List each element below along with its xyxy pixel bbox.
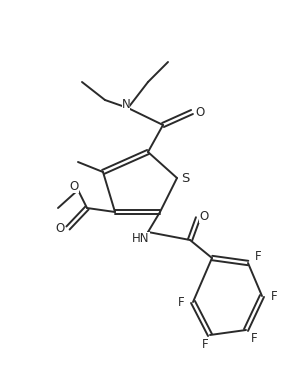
Text: F: F [202,338,208,352]
Text: O: O [199,209,209,223]
Text: F: F [251,332,257,344]
Text: N: N [122,97,130,111]
Text: O: O [69,179,79,193]
Text: S: S [181,171,189,185]
Text: F: F [178,296,184,308]
Text: F: F [271,290,277,303]
Text: F: F [255,250,261,264]
Text: O: O [195,106,205,118]
Text: HN: HN [132,232,150,244]
Text: O: O [55,221,65,235]
